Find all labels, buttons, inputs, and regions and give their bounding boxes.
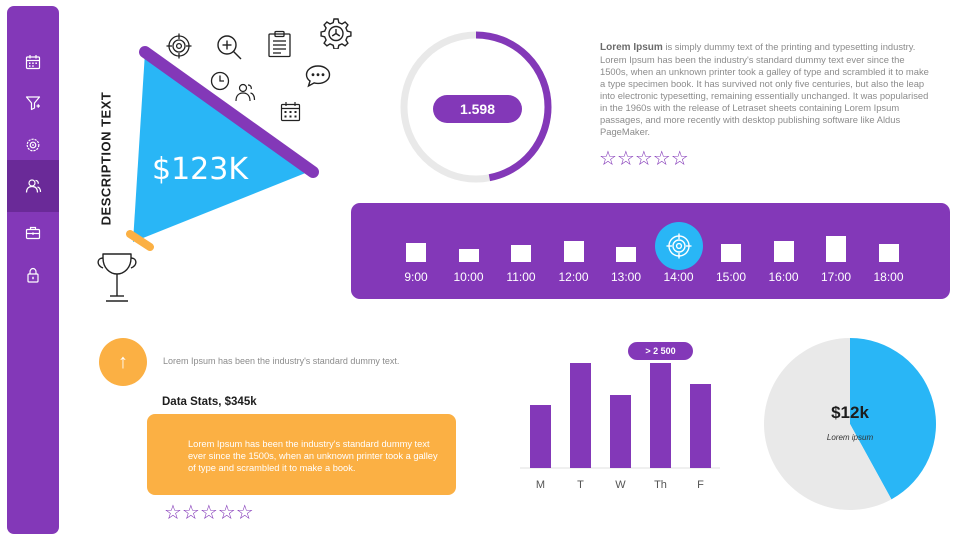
stats-card-text: Lorem Ipsum has been the industry's stan… <box>188 439 438 473</box>
x-tick-label: M <box>536 479 545 491</box>
target-icon <box>654 222 703 270</box>
calendar-icon <box>280 102 301 122</box>
rating-stars-top[interactable]: ☆☆☆☆☆ <box>599 148 689 170</box>
megaphone-handle <box>126 230 154 251</box>
megaphone-value: $123K <box>151 152 249 187</box>
bar-f <box>690 384 711 468</box>
timeline-bar <box>563 241 584 262</box>
x-tick-label: W <box>615 479 626 491</box>
clock-icon <box>210 71 230 91</box>
timeline-slot[interactable]: 9:00 <box>396 203 436 299</box>
sidebar <box>7 6 59 534</box>
sidebar-item-filter[interactable] <box>7 84 59 122</box>
timeline-time-label: 17:00 <box>820 270 852 284</box>
timeline-slot[interactable]: 16:00 <box>764 203 804 299</box>
sidebar-item-briefcase[interactable] <box>7 214 59 252</box>
gear-icon <box>320 18 352 49</box>
pie-label: Lorem ipsum <box>826 433 874 442</box>
ring-progress <box>400 31 552 183</box>
target-icon <box>166 33 192 59</box>
weekly-bar-chart: M T W Th F <box>520 363 720 491</box>
lock-icon <box>27 267 39 283</box>
briefcase-icon <box>25 226 41 240</box>
bar-m <box>530 405 551 468</box>
timeline-time-label: 10:00 <box>453 270 484 284</box>
timeline-bar <box>406 243 426 262</box>
bar-th <box>650 363 671 468</box>
bar-w <box>610 395 631 468</box>
bar-t <box>570 363 591 468</box>
pie-value: $12k <box>831 403 869 422</box>
pie-slice-1 <box>764 338 892 510</box>
stats-card <box>147 414 456 495</box>
users-icon <box>235 83 256 102</box>
timeline-bar <box>721 244 741 262</box>
intro-paragraph: Lorem Ipsum is simply dummy text of the … <box>600 41 930 138</box>
timeline-time-label: 12:00 <box>558 270 589 284</box>
intro-lead: Lorem Ipsum <box>600 42 663 53</box>
timeline-slot[interactable]: 10:00 <box>449 203 489 299</box>
rating-stars-bottom[interactable]: ☆☆☆☆☆ <box>164 502 254 524</box>
timeline-slot[interactable]: 13:00 <box>606 203 646 299</box>
sidebar-item-settings[interactable] <box>7 126 59 164</box>
timeline-slot[interactable]: 11:00 <box>501 203 541 299</box>
pie-slice-0 <box>850 338 936 500</box>
timeline-bar <box>458 249 479 262</box>
timeline-slot[interactable]: 18:00 <box>869 203 909 299</box>
timeline-bar <box>826 236 846 262</box>
timeline-bar <box>878 244 899 262</box>
megaphone-rim <box>139 46 319 178</box>
timeline-time-label: 13:00 <box>610 270 642 284</box>
calendar-icon <box>25 55 41 70</box>
timeline-time-label: 9:00 <box>404 270 428 284</box>
timeline-time-label: 16:00 <box>768 270 799 284</box>
ring-gauge <box>400 31 552 183</box>
pie-chart <box>764 338 936 510</box>
sidebar-item-users[interactable] <box>7 160 59 212</box>
stats-title: Data Stats, $345k <box>162 396 257 408</box>
ring-value-pill: 1.598 <box>433 95 522 123</box>
timeline-time-label: 15:00 <box>715 270 747 284</box>
clipboard-icon <box>268 30 291 58</box>
timeline-time-label: 18:00 <box>873 270 904 284</box>
timeline-time-label: 14:00 <box>663 270 694 284</box>
x-tick-label: T <box>577 479 584 491</box>
users-icon <box>25 179 41 193</box>
timeline-bar <box>511 245 531 262</box>
x-tick-label: Th <box>654 479 667 491</box>
megaphone-body <box>133 52 313 242</box>
zoom-in-icon <box>217 35 242 60</box>
timeline-slot[interactable]: 17:00 <box>816 203 856 299</box>
timeline-bar <box>616 247 636 262</box>
timeline-time-label: 11:00 <box>506 270 536 284</box>
timeline-slot[interactable]: 12:00 <box>554 203 594 299</box>
arrow-up-icon: ↑ <box>99 338 147 386</box>
chat-icon <box>305 65 331 88</box>
intro-body: is simply dummy text of the printing and… <box>600 41 929 137</box>
settings-icon <box>26 138 40 152</box>
megaphone-graphic <box>97 46 319 302</box>
x-tick-label: F <box>697 479 704 491</box>
sidebar-item-calendar[interactable] <box>7 43 59 81</box>
timeline-slot[interactable]: 15:00 <box>711 203 751 299</box>
sidebar-item-lock[interactable] <box>7 256 59 294</box>
vertical-description-label: DESCRIPTION TEXT <box>98 91 114 226</box>
timeline-bar <box>773 241 794 262</box>
stats-caption: Lorem Ipsum has been the industry's stan… <box>163 356 400 366</box>
weekly-peak-badge: > 2 500 <box>628 342 693 360</box>
timeline-slot[interactable]: 14:00 <box>654 203 703 299</box>
hourly-timeline: 9:00 10:00 11:00 12:00 13:00 14:00 15:00 16:00 1… <box>351 203 950 299</box>
filter-icon <box>25 96 41 111</box>
trophy-icon <box>97 253 137 302</box>
